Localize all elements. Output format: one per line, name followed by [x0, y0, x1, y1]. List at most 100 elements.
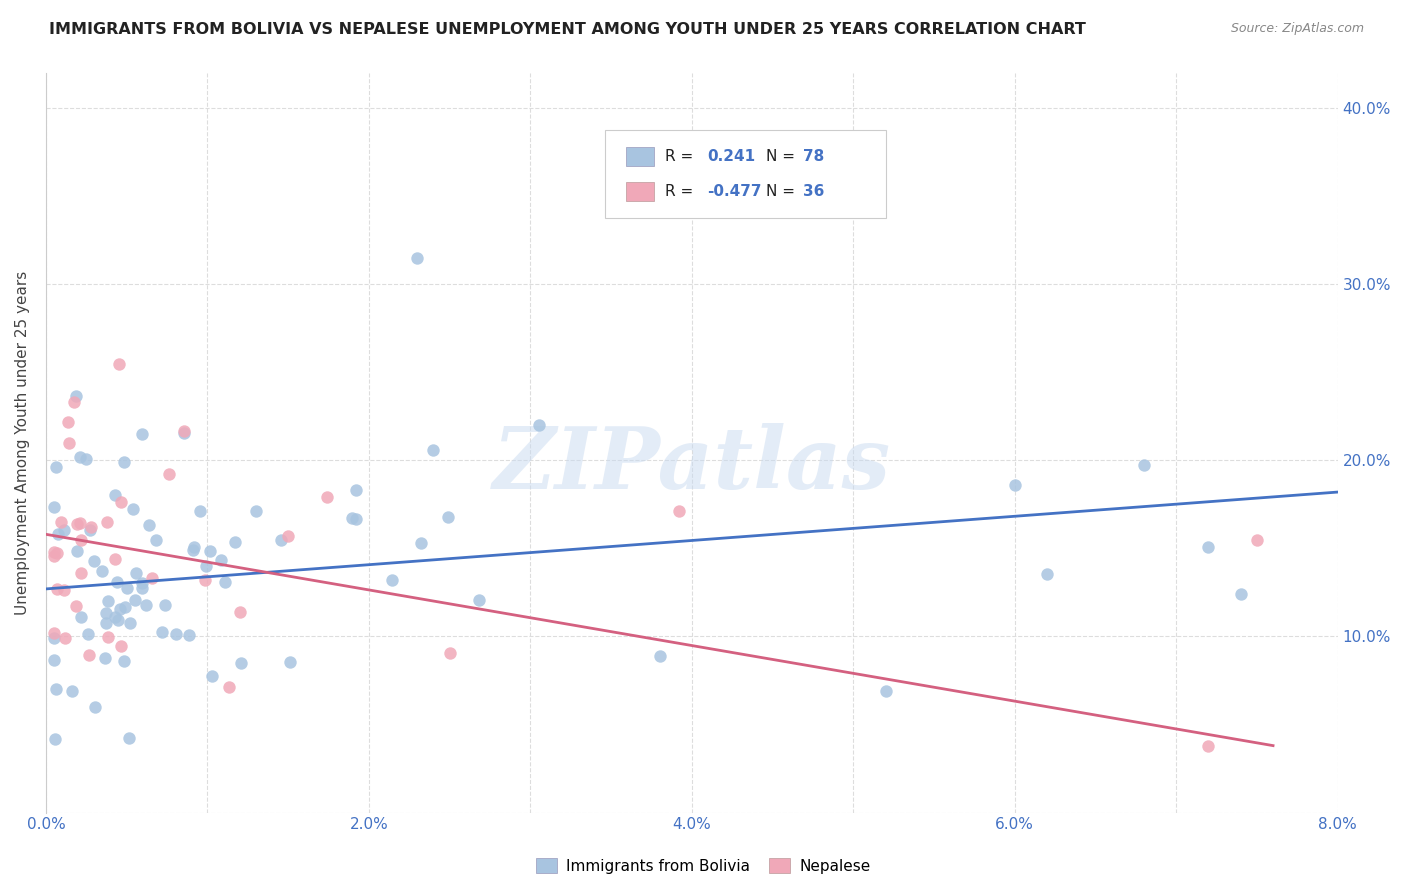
- Point: [668, 504, 690, 518]
- Point: [344, 512, 367, 526]
- Point: [1036, 566, 1059, 581]
- Point: [229, 606, 252, 620]
- Point: [194, 573, 217, 587]
- Point: [340, 511, 363, 525]
- Point: [122, 502, 145, 516]
- Point: [96, 515, 118, 529]
- Point: [83, 700, 105, 714]
- Point: [344, 483, 367, 497]
- Point: [177, 628, 200, 642]
- Text: 78: 78: [803, 149, 824, 164]
- Point: [75, 451, 97, 466]
- Point: [104, 609, 127, 624]
- Y-axis label: Unemployment Among Youth under 25 years: Unemployment Among Youth under 25 years: [15, 270, 30, 615]
- Point: [270, 533, 292, 547]
- Point: [209, 553, 232, 567]
- Point: [117, 581, 139, 595]
- Point: [1004, 477, 1026, 491]
- Point: [80, 520, 103, 534]
- Point: [79, 523, 101, 537]
- Point: [44, 731, 66, 746]
- Point: [69, 516, 91, 531]
- Point: [194, 558, 217, 573]
- Text: R =: R =: [665, 149, 699, 164]
- Text: Source: ZipAtlas.com: Source: ZipAtlas.com: [1230, 22, 1364, 36]
- Point: [224, 534, 246, 549]
- Point: [381, 573, 404, 587]
- Point: [65, 599, 87, 614]
- Point: [107, 613, 129, 627]
- Text: 0.241: 0.241: [707, 149, 755, 164]
- Point: [70, 566, 93, 581]
- Point: [468, 593, 491, 607]
- Point: [76, 627, 98, 641]
- Point: [110, 601, 132, 615]
- Point: [150, 625, 173, 640]
- Point: [198, 544, 221, 558]
- Text: R =: R =: [665, 184, 699, 199]
- Point: [42, 500, 65, 514]
- Point: [316, 490, 339, 504]
- Text: N =: N =: [766, 184, 800, 199]
- Point: [52, 582, 75, 597]
- Point: [145, 533, 167, 547]
- Point: [201, 669, 224, 683]
- Point: [131, 575, 153, 590]
- Point: [231, 656, 253, 670]
- Point: [97, 593, 120, 607]
- Legend: Immigrants from Bolivia, Nepalese: Immigrants from Bolivia, Nepalese: [530, 852, 876, 880]
- Point: [112, 455, 135, 469]
- Point: [114, 600, 136, 615]
- Point: [157, 467, 180, 482]
- Point: [97, 630, 120, 644]
- Point: [214, 574, 236, 589]
- Point: [277, 528, 299, 542]
- Point: [45, 681, 67, 696]
- Point: [94, 607, 117, 621]
- Point: [104, 487, 127, 501]
- Text: ZIPatlas: ZIPatlas: [492, 423, 891, 507]
- Point: [66, 517, 89, 532]
- Point: [439, 646, 461, 660]
- Point: [409, 536, 432, 550]
- Point: [117, 731, 139, 745]
- Point: [422, 443, 444, 458]
- Point: [56, 415, 79, 429]
- Point: [53, 631, 76, 645]
- Point: [66, 544, 89, 558]
- Point: [45, 459, 67, 474]
- Point: [1246, 533, 1268, 547]
- Point: [65, 389, 87, 403]
- Point: [135, 599, 157, 613]
- Text: 36: 36: [803, 184, 824, 199]
- Point: [131, 427, 153, 442]
- Point: [105, 574, 128, 589]
- Text: N =: N =: [766, 149, 800, 164]
- Point: [141, 572, 163, 586]
- Point: [104, 552, 127, 566]
- Point: [138, 517, 160, 532]
- Point: [112, 654, 135, 668]
- Point: [183, 540, 205, 554]
- Point: [70, 533, 93, 548]
- Point: [278, 655, 301, 669]
- Point: [245, 504, 267, 518]
- Point: [108, 357, 131, 371]
- Point: [648, 648, 671, 663]
- Point: [1198, 540, 1220, 554]
- Point: [875, 684, 897, 698]
- Point: [181, 542, 204, 557]
- Point: [406, 251, 429, 265]
- Point: [131, 581, 153, 595]
- Point: [110, 494, 132, 508]
- Point: [42, 653, 65, 667]
- Point: [188, 504, 211, 518]
- Point: [173, 426, 195, 441]
- Point: [69, 610, 91, 624]
- Point: [1133, 458, 1156, 472]
- Point: [91, 565, 114, 579]
- Point: [42, 632, 65, 646]
- Point: [63, 395, 86, 409]
- Point: [69, 450, 91, 464]
- Point: [437, 510, 460, 524]
